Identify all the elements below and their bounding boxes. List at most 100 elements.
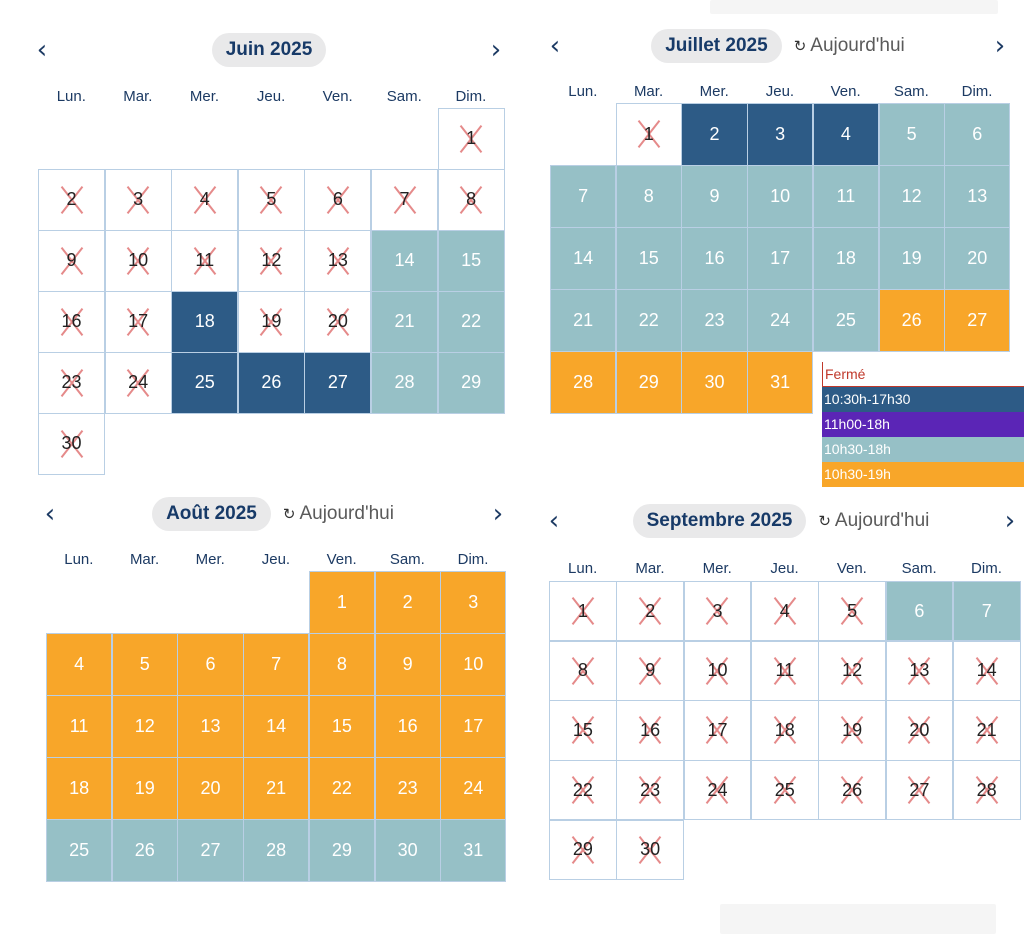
day-cell[interactable]: 23: [374, 757, 441, 820]
day-cell[interactable]: 12: [878, 165, 945, 228]
today-label: Aujourd'hui: [810, 35, 905, 56]
day-cell[interactable]: 14: [371, 230, 439, 292]
day-number: 30: [61, 433, 82, 454]
day-cell[interactable]: 14: [243, 695, 310, 758]
day-cell[interactable]: 27: [944, 289, 1011, 352]
day-cell[interactable]: 21: [243, 757, 310, 820]
day-cell[interactable]: 26: [111, 819, 178, 882]
day-cell[interactable]: 28: [243, 819, 310, 882]
day-cell[interactable]: 12: [111, 695, 178, 758]
chevron-right-icon[interactable]: ›: [492, 499, 504, 529]
day-cell[interactable]: 23: [681, 289, 748, 352]
day-cell[interactable]: 16: [681, 227, 748, 290]
day-cell[interactable]: 5: [111, 633, 178, 696]
day-cell[interactable]: 6: [885, 581, 954, 642]
day-cell[interactable]: 11: [812, 165, 879, 228]
day-cell[interactable]: 22: [308, 757, 375, 820]
day-cell[interactable]: 30: [374, 819, 441, 882]
day-cell[interactable]: 6: [944, 103, 1011, 166]
day-cell[interactable]: 25: [46, 819, 113, 882]
day-cell[interactable]: 7: [550, 165, 617, 228]
today-button[interactable]: ↻ Aujourd'hui: [794, 35, 905, 57]
day-cell[interactable]: 22: [615, 289, 682, 352]
day-cell[interactable]: 29: [308, 819, 375, 882]
day-cell[interactable]: 18: [171, 291, 239, 353]
day-cell[interactable]: 31: [440, 819, 507, 882]
chevron-right-icon[interactable]: ›: [490, 35, 502, 65]
day-cell[interactable]: 29: [437, 352, 505, 414]
day-cell[interactable]: 4: [46, 633, 113, 696]
day-cell[interactable]: 26: [878, 289, 945, 352]
chevron-left-icon[interactable]: ‹: [36, 35, 48, 65]
weekday-header: Ven.: [322, 88, 353, 105]
day-cell[interactable]: 2: [374, 571, 441, 634]
day-number: 17: [128, 311, 149, 332]
day-number: 7: [981, 600, 992, 621]
day-number: 18: [194, 311, 215, 332]
day-cell[interactable]: 29: [615, 351, 682, 414]
day-cell[interactable]: 21: [371, 291, 439, 353]
day-cell[interactable]: 17: [440, 695, 507, 758]
day-cell[interactable]: 20: [944, 227, 1011, 290]
day-cell[interactable]: 16: [374, 695, 441, 758]
day-cell[interactable]: 21: [550, 289, 617, 352]
day-number: 18: [774, 719, 795, 740]
day-cell[interactable]: 3: [440, 571, 507, 634]
day-cell[interactable]: 28: [550, 351, 617, 414]
day-cell[interactable]: 27: [177, 819, 244, 882]
day-cell[interactable]: 2: [681, 103, 748, 166]
day-cell[interactable]: 6: [177, 633, 244, 696]
day-cell[interactable]: 13: [177, 695, 244, 758]
weekday-header: Dim.: [961, 83, 993, 100]
day-cell[interactable]: 18: [46, 757, 113, 820]
chevron-right-icon[interactable]: ›: [1004, 506, 1016, 536]
day-cell[interactable]: 10: [440, 633, 507, 696]
day-cell[interactable]: 9: [681, 165, 748, 228]
day-cell[interactable]: 13: [944, 165, 1011, 228]
day-cell[interactable]: 30: [681, 351, 748, 414]
day-number: 17: [770, 247, 791, 268]
day-number: 23: [397, 777, 418, 798]
day-cell[interactable]: 24: [440, 757, 507, 820]
day-cell[interactable]: 20: [177, 757, 244, 820]
today-button[interactable]: ↻ Aujourd'hui: [818, 510, 929, 532]
day-cell[interactable]: 10: [747, 165, 814, 228]
day-cell[interactable]: 22: [437, 291, 505, 353]
day-cell[interactable]: 19: [111, 757, 178, 820]
day-number: 14: [976, 660, 997, 681]
day-cell[interactable]: 15: [615, 227, 682, 290]
day-cell[interactable]: 11: [46, 695, 113, 758]
chevron-left-icon[interactable]: ‹: [44, 499, 56, 529]
day-cell[interactable]: 1: [308, 571, 375, 634]
day-cell[interactable]: 15: [308, 695, 375, 758]
day-number: 22: [461, 311, 482, 332]
day-number: 19: [134, 777, 155, 798]
day-cell[interactable]: 14: [550, 227, 617, 290]
day-cell[interactable]: 9: [374, 633, 441, 696]
day-cell[interactable]: 4: [812, 103, 879, 166]
day-cell[interactable]: 7: [952, 581, 1021, 642]
day-cell[interactable]: 5: [878, 103, 945, 166]
day-cell[interactable]: 3: [747, 103, 814, 166]
chevron-left-icon[interactable]: ‹: [549, 31, 561, 61]
day-cell[interactable]: 8: [615, 165, 682, 228]
day-cell-closed: 28: [952, 760, 1021, 821]
day-cell[interactable]: 25: [812, 289, 879, 352]
day-cell[interactable]: 18: [812, 227, 879, 290]
chevron-left-icon[interactable]: ‹: [548, 506, 560, 536]
day-cell[interactable]: 15: [437, 230, 505, 292]
day-cell[interactable]: 27: [304, 352, 372, 414]
day-cell[interactable]: 17: [747, 227, 814, 290]
day-cell[interactable]: 28: [371, 352, 439, 414]
day-cell[interactable]: 26: [237, 352, 305, 414]
day-cell[interactable]: 7: [243, 633, 310, 696]
day-number: 2: [402, 591, 413, 612]
day-cell[interactable]: 25: [171, 352, 239, 414]
day-cell[interactable]: 24: [747, 289, 814, 352]
day-cell[interactable]: 8: [308, 633, 375, 696]
today-button[interactable]: ↻ Aujourd'hui: [283, 503, 394, 525]
weekday-header: Ven.: [830, 83, 861, 100]
day-cell[interactable]: 19: [878, 227, 945, 290]
day-cell[interactable]: 31: [747, 351, 814, 414]
chevron-right-icon[interactable]: ›: [994, 31, 1006, 61]
